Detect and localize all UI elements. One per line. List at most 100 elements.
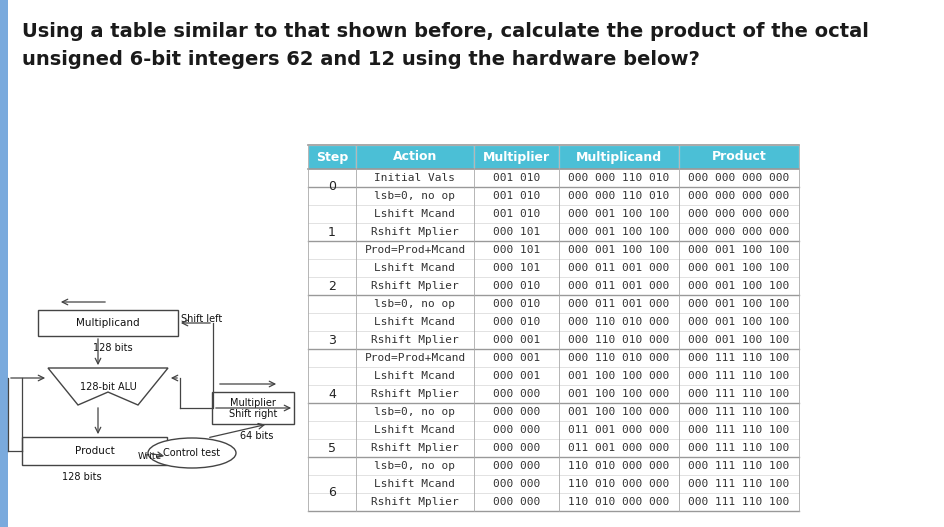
Bar <box>308 145 356 169</box>
Text: 011 001 000 000: 011 001 000 000 <box>568 443 669 453</box>
Text: Action: Action <box>393 151 437 163</box>
Text: 000 000: 000 000 <box>493 389 540 399</box>
Text: 0: 0 <box>328 181 336 193</box>
Text: 000 000: 000 000 <box>493 461 540 471</box>
Text: Multiplier: Multiplier <box>230 398 276 408</box>
Text: 000 000: 000 000 <box>493 407 540 417</box>
Text: 001 100 100 000: 001 100 100 000 <box>568 389 669 399</box>
Text: 000 000 110 010: 000 000 110 010 <box>568 173 669 183</box>
Text: 001 010: 001 010 <box>493 173 540 183</box>
Text: 000 001 100 100: 000 001 100 100 <box>568 227 669 237</box>
Ellipse shape <box>148 438 236 468</box>
Text: 000 001 100 100: 000 001 100 100 <box>568 209 669 219</box>
Text: 000 000: 000 000 <box>493 443 540 453</box>
Text: 000 001 100 100: 000 001 100 100 <box>688 281 789 291</box>
Text: 128-bit ALU: 128-bit ALU <box>79 382 136 392</box>
Text: 000 000 000 000: 000 000 000 000 <box>688 191 789 201</box>
Text: Using a table similar to that shown before, calculate the product of the octal: Using a table similar to that shown befo… <box>22 22 868 41</box>
Bar <box>679 145 799 169</box>
Text: 000 000 000 000: 000 000 000 000 <box>688 227 789 237</box>
Text: 000 001 100 100: 000 001 100 100 <box>688 299 789 309</box>
Text: 000 010: 000 010 <box>493 299 540 309</box>
Text: 000 111 110 100: 000 111 110 100 <box>688 479 789 489</box>
Text: Lshift Mcand: Lshift Mcand <box>375 371 456 381</box>
Text: Initial Vals: Initial Vals <box>375 173 456 183</box>
Text: 4: 4 <box>329 387 336 401</box>
Text: 000 000 000 000: 000 000 000 000 <box>688 209 789 219</box>
Text: unsigned 6-bit integers 62 and 12 using the hardware below?: unsigned 6-bit integers 62 and 12 using … <box>22 50 700 69</box>
Text: 001 010: 001 010 <box>493 191 540 201</box>
Text: 110 010 000 000: 110 010 000 000 <box>568 461 669 471</box>
Bar <box>474 145 559 169</box>
Text: 000 110 010 000: 000 110 010 000 <box>568 353 669 363</box>
Text: lsb=0, no op: lsb=0, no op <box>375 191 456 201</box>
Text: Rshift Mplier: Rshift Mplier <box>371 227 459 237</box>
Text: 000 011 001 000: 000 011 001 000 <box>568 281 669 291</box>
Text: 1: 1 <box>329 226 336 239</box>
Text: 001 100 100 000: 001 100 100 000 <box>568 407 669 417</box>
Text: Shift right: Shift right <box>228 409 278 419</box>
Text: 128 bits: 128 bits <box>62 472 102 482</box>
Text: Step: Step <box>316 151 348 163</box>
Text: 000 001 100 100: 000 001 100 100 <box>688 245 789 255</box>
Text: Prod=Prod+Mcand: Prod=Prod+Mcand <box>364 245 465 255</box>
Text: 000 000: 000 000 <box>493 425 540 435</box>
Text: 128 bits: 128 bits <box>93 343 132 353</box>
Text: 000 101: 000 101 <box>493 227 540 237</box>
Bar <box>212 392 294 424</box>
Bar <box>356 145 474 169</box>
Text: Multiplicand: Multiplicand <box>576 151 662 163</box>
Text: Control test: Control test <box>163 448 221 458</box>
Text: 000 111 110 100: 000 111 110 100 <box>688 497 789 507</box>
Text: 000 000 110 010: 000 000 110 010 <box>568 191 669 201</box>
Text: 000 011 001 000: 000 011 001 000 <box>568 299 669 309</box>
Bar <box>0 0 8 527</box>
Text: 000 111 110 100: 000 111 110 100 <box>688 407 789 417</box>
Text: 000 001: 000 001 <box>493 353 540 363</box>
Text: 001 010: 001 010 <box>493 209 540 219</box>
Text: 000 001 100 100: 000 001 100 100 <box>688 317 789 327</box>
Text: 000 001 100 100: 000 001 100 100 <box>568 245 669 255</box>
Text: Product: Product <box>75 446 114 456</box>
Text: 000 110 010 000: 000 110 010 000 <box>568 335 669 345</box>
Text: Lshift Mcand: Lshift Mcand <box>375 263 456 273</box>
Text: Rshift Mplier: Rshift Mplier <box>371 281 459 291</box>
Text: 3: 3 <box>329 334 336 346</box>
Text: Rshift Mplier: Rshift Mplier <box>371 389 459 399</box>
Text: 000 101: 000 101 <box>493 263 540 273</box>
Bar <box>22 437 167 465</box>
Text: Multiplicand: Multiplicand <box>76 318 140 328</box>
Text: Prod=Prod+Mcand: Prod=Prod+Mcand <box>364 353 465 363</box>
Text: Rshift Mplier: Rshift Mplier <box>371 497 459 507</box>
Text: 000 010: 000 010 <box>493 317 540 327</box>
Text: 110 010 000 000: 110 010 000 000 <box>568 497 669 507</box>
Text: 000 101: 000 101 <box>493 245 540 255</box>
Text: Lshift Mcand: Lshift Mcand <box>375 317 456 327</box>
Text: 000 111 110 100: 000 111 110 100 <box>688 371 789 381</box>
Text: 64 bits: 64 bits <box>240 431 274 441</box>
Text: 000 001: 000 001 <box>493 335 540 345</box>
Text: 6: 6 <box>329 486 336 500</box>
Text: 000 111 110 100: 000 111 110 100 <box>688 389 789 399</box>
Text: Lshift Mcand: Lshift Mcand <box>375 479 456 489</box>
Text: 000 111 110 100: 000 111 110 100 <box>688 353 789 363</box>
Text: 2: 2 <box>329 279 336 292</box>
Text: 000 000: 000 000 <box>493 479 540 489</box>
Text: 000 000: 000 000 <box>493 497 540 507</box>
Text: Shift left: Shift left <box>181 314 222 324</box>
Bar <box>559 145 679 169</box>
Text: 011 001 000 000: 011 001 000 000 <box>568 425 669 435</box>
Text: 000 001 100 100: 000 001 100 100 <box>688 335 789 345</box>
Text: lsb=0, no op: lsb=0, no op <box>375 407 456 417</box>
Text: Rshift Mplier: Rshift Mplier <box>371 443 459 453</box>
Text: 000 001 100 100: 000 001 100 100 <box>688 263 789 273</box>
Text: Rshift Mplier: Rshift Mplier <box>371 335 459 345</box>
Text: 000 111 110 100: 000 111 110 100 <box>688 461 789 471</box>
Text: Lshift Mcand: Lshift Mcand <box>375 425 456 435</box>
Text: 000 000 000 000: 000 000 000 000 <box>688 173 789 183</box>
Text: 000 110 010 000: 000 110 010 000 <box>568 317 669 327</box>
Text: 001 100 100 000: 001 100 100 000 <box>568 371 669 381</box>
Text: 000 010: 000 010 <box>493 281 540 291</box>
Text: Write: Write <box>138 452 162 461</box>
Text: Lshift Mcand: Lshift Mcand <box>375 209 456 219</box>
